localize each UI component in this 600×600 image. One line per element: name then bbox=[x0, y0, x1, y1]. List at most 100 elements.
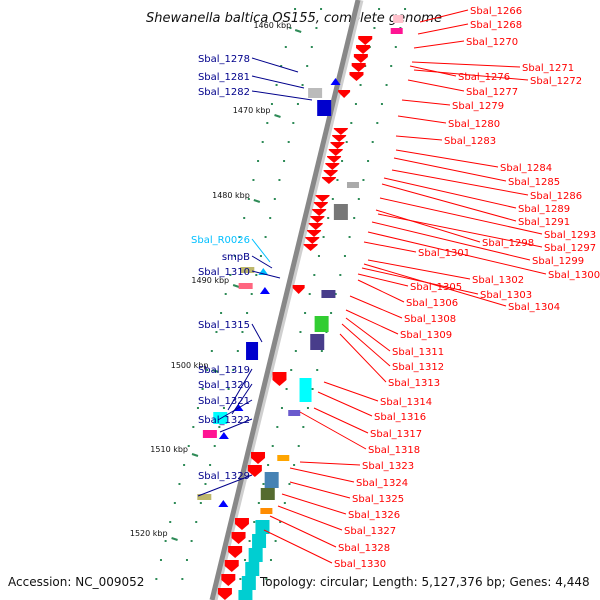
gene-arrow bbox=[333, 128, 348, 135]
guide-dot bbox=[336, 179, 339, 181]
guide-dot bbox=[206, 369, 209, 371]
gene-arrow bbox=[234, 518, 249, 530]
guide-dot bbox=[181, 578, 184, 580]
gene-box bbox=[245, 562, 260, 576]
right-gene-label: Sbal_1283 bbox=[444, 136, 496, 147]
right-gene-label: Sbal_1271 bbox=[522, 63, 574, 74]
scale-tick bbox=[274, 114, 281, 118]
right-leader-line bbox=[371, 221, 531, 261]
guide-dot bbox=[269, 217, 272, 219]
left-gene-label: Sbal_1319 bbox=[198, 365, 250, 376]
left-leader-line bbox=[217, 399, 253, 421]
right-leader-line bbox=[357, 279, 405, 303]
guide-dot bbox=[343, 255, 346, 257]
strand-guides bbox=[155, 8, 407, 580]
gene-triangle bbox=[218, 432, 229, 439]
guide-dot bbox=[262, 483, 265, 485]
scale-tick bbox=[212, 369, 219, 373]
right-gene-label: Sbal_1308 bbox=[404, 314, 456, 325]
gene-box bbox=[314, 316, 329, 332]
guide-dot bbox=[201, 388, 204, 390]
guide-dot bbox=[209, 464, 212, 466]
right-gene-label: Sbal_1305 bbox=[410, 282, 462, 293]
guide-dot bbox=[224, 293, 227, 295]
guide-dot bbox=[285, 388, 288, 390]
guide-dot bbox=[257, 502, 260, 504]
guide-dot bbox=[213, 445, 216, 447]
guide-dot bbox=[302, 426, 305, 428]
gene-arrow bbox=[353, 54, 368, 63]
gene-box bbox=[317, 100, 332, 116]
guide-dot bbox=[290, 369, 293, 371]
gene-arrow bbox=[310, 216, 325, 223]
left-gene-label: Sbal_1320 bbox=[198, 380, 250, 391]
gene-arrow bbox=[247, 465, 262, 477]
gene-arrow bbox=[351, 63, 366, 72]
guide-dot bbox=[320, 8, 323, 10]
gene-arrow bbox=[292, 285, 305, 294]
scale-tick bbox=[191, 453, 199, 457]
guide-dot bbox=[266, 122, 269, 124]
gene-box bbox=[213, 412, 228, 424]
left-leader-line bbox=[251, 255, 273, 269]
guide-dot bbox=[304, 312, 307, 314]
right-gene-label: Sbal_1280 bbox=[448, 119, 500, 130]
guide-dot bbox=[243, 217, 246, 219]
right-leader-line bbox=[281, 493, 347, 515]
guide-dot bbox=[306, 407, 309, 409]
scale-tick bbox=[253, 199, 261, 203]
guide-dot bbox=[274, 540, 277, 542]
gene-box bbox=[264, 472, 279, 488]
guide-dot bbox=[227, 388, 230, 390]
gene-triangle bbox=[259, 287, 270, 294]
right-gene-label: Sbal_1330 bbox=[334, 559, 386, 570]
scale-tick bbox=[294, 29, 302, 33]
gene-box bbox=[238, 590, 253, 600]
right-leader-line bbox=[363, 263, 507, 307]
gene-arrow bbox=[312, 209, 327, 216]
gene-box bbox=[333, 204, 348, 220]
gene-arrow bbox=[332, 135, 347, 142]
right-gene-label: Sbal_1323 bbox=[362, 461, 414, 472]
left-leader-line bbox=[251, 238, 271, 263]
guide-dot bbox=[204, 483, 207, 485]
right-leader-line bbox=[339, 333, 387, 383]
left-gene-label: Sbal_1281 bbox=[198, 72, 250, 83]
left-leader-line bbox=[219, 418, 253, 433]
guide-dot bbox=[297, 445, 300, 447]
guide-dot bbox=[259, 255, 262, 257]
guide-dot bbox=[278, 179, 281, 181]
scale-label: 1500 kbp bbox=[171, 361, 209, 370]
guide-dot bbox=[280, 407, 283, 409]
right-leader-line bbox=[407, 79, 465, 92]
guide-dot bbox=[269, 559, 272, 561]
guide-dot bbox=[187, 445, 190, 447]
label-leaders bbox=[197, 9, 547, 564]
gene-labels: Sbal_1278 Sbal_1281 Sbal_1282 Sbal_R0026smp… bbox=[191, 6, 600, 570]
scale-label: 1510 kbp bbox=[150, 445, 188, 454]
gene-box bbox=[321, 290, 336, 298]
guide-dot bbox=[292, 122, 295, 124]
guide-dot bbox=[265, 578, 268, 580]
right-gene-label: Sbal_1270 bbox=[466, 37, 518, 48]
guide-dot bbox=[301, 84, 304, 86]
right-leader-line bbox=[401, 99, 451, 106]
right-leader-line bbox=[411, 61, 521, 68]
gene-box bbox=[252, 534, 267, 548]
gene-arrow bbox=[315, 195, 330, 202]
left-gene-label: Sbal_R0026 bbox=[191, 235, 250, 246]
guide-dot bbox=[394, 46, 397, 48]
right-gene-label: Sbal_1299 bbox=[532, 256, 584, 267]
right-leader-line bbox=[413, 40, 465, 49]
right-gene-label: Sbal_1314 bbox=[380, 397, 432, 408]
guide-dot bbox=[229, 274, 232, 276]
right-leader-line bbox=[413, 69, 529, 81]
genome-title: Shewanella baltica OS155, complete genom… bbox=[146, 11, 442, 26]
guide-dot bbox=[270, 103, 273, 105]
guide-dot bbox=[164, 540, 167, 542]
guide-dot bbox=[232, 369, 235, 371]
right-leader-line bbox=[313, 407, 369, 434]
gene-arrow bbox=[323, 170, 338, 177]
guide-dot bbox=[299, 331, 302, 333]
guide-dot bbox=[322, 236, 325, 238]
